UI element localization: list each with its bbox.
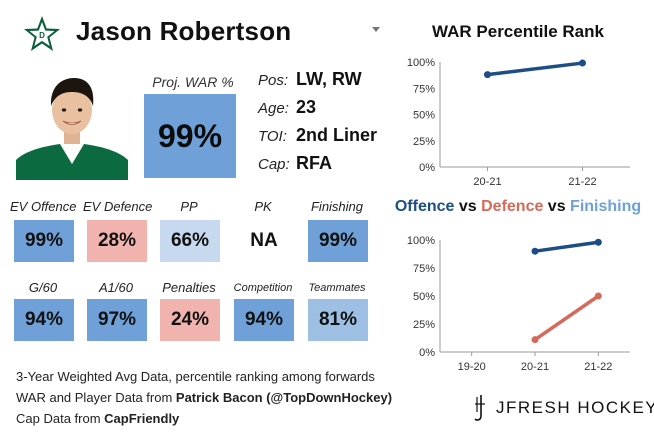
stat-value-finishing: 99% (308, 220, 368, 262)
footer-line-3-prefix: Cap Data from (16, 411, 105, 426)
chart-title-vs-2: vs (543, 198, 571, 215)
stat-value-ev-defence: 28% (87, 220, 147, 262)
jfresh-logo-icon (474, 395, 485, 421)
brand: JFRESH HOCKEY (472, 394, 654, 422)
y-tick-label: 50% (413, 110, 435, 122)
data-point (484, 71, 491, 79)
series-line (485, 61, 585, 77)
chart-war-percentile: 0% 25% 50% 75% 100% 20-21 21-22 (407, 57, 630, 188)
stat-label-penalties: Penalties (162, 280, 216, 295)
svg-text:D: D (39, 31, 45, 40)
stat-label-a160: A1/60 (99, 280, 133, 295)
y-tick-label: 25% (413, 319, 435, 331)
footer-line-2: WAR and Player Data from Patrick Bacon (… (16, 387, 392, 408)
series-line (533, 240, 601, 253)
info-value-age: 23 (296, 97, 317, 117)
footer-line-3: Cap Data from CapFriendly (16, 408, 392, 429)
y-tick-label: 100% (407, 235, 435, 247)
chart-ovdf-title: Offence vs Defence vs Finishing (392, 198, 644, 216)
stat-value-g60: 94% (14, 299, 74, 341)
footer-line-1: 3-Year Weighted Avg Data, percentile ran… (16, 369, 375, 384)
data-point (579, 59, 586, 67)
stat-label-teammates: Teammates (308, 282, 366, 294)
info-value-toi: 2nd Liner (296, 125, 378, 145)
chart-title-offence: Offence (394, 198, 455, 215)
x-tick-label: 20-21 (521, 361, 549, 373)
stat-value-a160: 97% (87, 299, 147, 341)
chart-offence-defence-finishing: 0% 25% 50% 75% 100% 19-20 20-21 21-22 (407, 235, 630, 373)
data-point (531, 336, 539, 344)
x-tick-label: 21-22 (568, 176, 596, 188)
info-key-pos: Pos: (258, 72, 289, 89)
y-tick-label: 100% (407, 57, 435, 69)
chart-title-finishing: Finishing (570, 198, 642, 215)
proj-war-label: Proj. WAR % (152, 74, 234, 90)
footer-war-source: Patrick Bacon (@TopDownHockey) (175, 390, 393, 405)
info-key-toi: TOI: (258, 128, 287, 145)
stat-label-ev-offence: EV Offence (10, 199, 77, 214)
info-value-pos: LW, RW (296, 69, 362, 89)
series-line (533, 294, 601, 342)
x-tick-label: 21-22 (584, 361, 612, 373)
info-key-age: Age: (258, 100, 289, 117)
player-photo (16, 68, 128, 180)
footer-notes: 3-Year Weighted Avg Data, percentile ran… (16, 366, 392, 429)
y-tick-label: 75% (413, 263, 435, 275)
stat-value-ev-offence: 99% (14, 220, 74, 262)
info-key-cap: Cap: (258, 156, 290, 173)
proj-war-value: 99% (144, 94, 236, 178)
stat-label-finishing: Finishing (310, 199, 364, 214)
brand-text: JFRESH HOCKEY (496, 398, 654, 417)
stat-label-competition: Competition (233, 282, 293, 294)
stat-label-ev-defence: EV Defence (83, 199, 153, 214)
stat-label-pp: PP (180, 199, 198, 214)
y-tick-label: 50% (413, 291, 435, 303)
stat-value-competition: 94% (234, 299, 294, 341)
footer-cap-source: CapFriendly (104, 411, 180, 426)
stat-label-g60: G/60 (28, 280, 58, 295)
stat-label-pk: PK (254, 199, 272, 214)
chart-war-title: WAR Percentile Rank (432, 22, 604, 41)
footer-line-2-prefix: WAR and Player Data from (16, 390, 176, 405)
x-tick-label: 19-20 (458, 361, 486, 373)
stat-value-pp: 66% (160, 220, 220, 262)
y-tick-label: 25% (413, 136, 435, 148)
data-point (531, 247, 539, 255)
stat-value-penalties: 24% (160, 299, 220, 341)
chevron-down-icon[interactable] (372, 27, 380, 32)
info-value-cap: RFA (296, 153, 332, 173)
chart-title-defence: Defence (481, 198, 544, 215)
y-tick-label: 0% (419, 347, 435, 359)
chart-title-vs-1: vs (454, 198, 482, 215)
data-point (594, 238, 602, 246)
star-icon: D (24, 16, 60, 51)
player-name: Jason Robertson (76, 16, 292, 46)
stat-value-teammates: 81% (308, 299, 368, 341)
data-point (594, 292, 602, 300)
y-tick-label: 75% (413, 83, 435, 95)
y-tick-label: 0% (419, 162, 435, 174)
x-tick-label: 20-21 (473, 176, 501, 188)
stat-value-pk: NA (234, 220, 294, 262)
